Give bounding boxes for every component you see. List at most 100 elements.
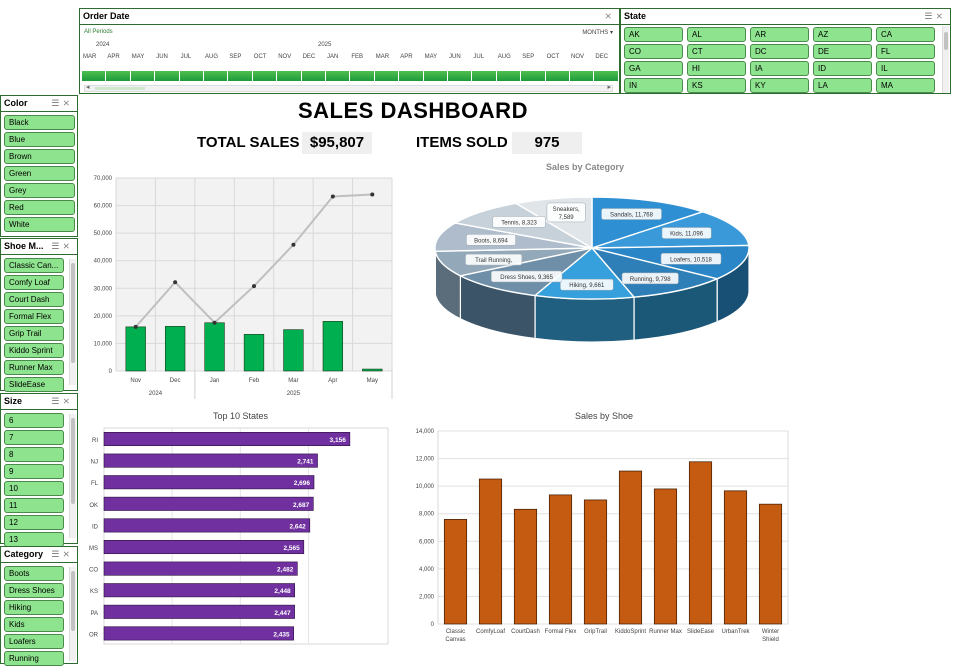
timeline-scrollbar[interactable]: ◂ ▸ bbox=[84, 84, 613, 92]
timeline-period-bar[interactable] bbox=[204, 71, 229, 81]
timeline-period-bar[interactable] bbox=[496, 71, 522, 81]
timeline-period-bar[interactable] bbox=[472, 71, 497, 81]
size-option-11[interactable]: 11 bbox=[4, 498, 64, 513]
clear-filter-icon[interactable]: ⨯ bbox=[935, 11, 946, 21]
timeline-period-bar[interactable] bbox=[545, 71, 570, 81]
color-option-white[interactable]: White bbox=[4, 217, 75, 232]
trend-point[interactable] bbox=[330, 194, 335, 199]
clear-filter-icon[interactable]: ⨯ bbox=[62, 241, 73, 251]
trend-point[interactable] bbox=[370, 192, 375, 197]
state-bar[interactable] bbox=[103, 604, 295, 619]
state-option-il[interactable]: IL bbox=[876, 61, 935, 76]
color-option-blue[interactable]: Blue bbox=[4, 132, 75, 147]
pie-slice-running[interactable] bbox=[590, 246, 720, 298]
timeline-period-bar[interactable] bbox=[570, 71, 595, 81]
size-option-8[interactable]: 8 bbox=[4, 447, 64, 462]
color-option-green[interactable]: Green bbox=[4, 166, 75, 181]
timeline-period-bar[interactable] bbox=[423, 71, 448, 81]
color-option-grey[interactable]: Grey bbox=[4, 183, 75, 198]
state-option-ks[interactable]: KS bbox=[687, 78, 746, 93]
state-scroll-thumb[interactable] bbox=[944, 32, 948, 50]
color-option-red[interactable]: Red bbox=[4, 200, 75, 215]
size-option-9[interactable]: 9 bbox=[4, 464, 64, 479]
shoe-model-option-comfy-loaf[interactable]: Comfy Loaf bbox=[4, 275, 64, 290]
size-option-6[interactable]: 6 bbox=[4, 413, 64, 428]
state-bar[interactable] bbox=[103, 540, 305, 555]
shoe-model-option-classic-can[interactable]: Classic Can... bbox=[4, 258, 64, 273]
timeline-period-bar[interactable] bbox=[374, 71, 400, 81]
shoe-model-option-kiddo-sprint[interactable]: Kiddo Sprint bbox=[4, 343, 64, 358]
monthly-sales-chart[interactable]: 0 10,000 20,000 30,000 40,000 50,000 60,000 70,… bbox=[84, 170, 394, 402]
color-option-black[interactable]: Black bbox=[4, 115, 75, 130]
monthly-sales-bar[interactable] bbox=[243, 334, 265, 372]
timeline-period-bar[interactable] bbox=[155, 71, 180, 81]
category-option-kids[interactable]: Kids bbox=[4, 617, 64, 632]
shoe-sales-bar[interactable] bbox=[618, 470, 643, 625]
state-option-ca[interactable]: CA bbox=[876, 27, 935, 42]
shoe-sales-bar[interactable] bbox=[443, 519, 468, 625]
state-option-de[interactable]: DE bbox=[813, 44, 872, 59]
shoe-sales-bar[interactable] bbox=[548, 494, 573, 625]
state-option-ar[interactable]: AR bbox=[750, 27, 809, 42]
timeline-period-bar[interactable] bbox=[179, 71, 204, 81]
timeline-period-bar[interactable] bbox=[594, 71, 619, 81]
multi-select-icon[interactable]: ☰ bbox=[51, 549, 63, 559]
shoe-sales-bar[interactable] bbox=[513, 508, 538, 625]
shoe-model-option-court-dash[interactable]: Court Dash bbox=[4, 292, 64, 307]
shoe-sales-bar[interactable] bbox=[758, 503, 783, 625]
clear-filter-icon[interactable]: ⨯ bbox=[62, 396, 73, 406]
timeline-period-bar[interactable] bbox=[301, 71, 326, 81]
shoe-sales-bar[interactable] bbox=[723, 490, 748, 625]
multi-select-icon[interactable]: ☰ bbox=[51, 98, 63, 108]
sales-by-shoe-chart[interactable]: 0 2,000 4,000 6,000 8,000 10,000 12,000 14,000 C… bbox=[410, 424, 792, 650]
timeline-period-bar[interactable] bbox=[326, 71, 351, 81]
timeline-period-bar[interactable] bbox=[106, 71, 131, 81]
state-option-hi[interactable]: HI bbox=[687, 61, 746, 76]
multi-select-icon[interactable]: ☰ bbox=[51, 241, 63, 251]
state-option-ga[interactable]: GA bbox=[624, 61, 683, 76]
monthly-sales-bar[interactable] bbox=[204, 322, 225, 372]
trend-point[interactable] bbox=[133, 324, 138, 329]
sales-by-category-chart[interactable]: Sandals, 11,768 Kids, 11,096 Loafers, 10,5… bbox=[430, 176, 750, 382]
state-bar[interactable] bbox=[103, 561, 298, 576]
shoe-sales-bar[interactable] bbox=[583, 499, 608, 625]
state-option-id[interactable]: ID bbox=[813, 61, 872, 76]
timeline-period-bar[interactable] bbox=[252, 71, 278, 81]
pie-slice-side[interactable] bbox=[534, 294, 635, 343]
state-bar[interactable] bbox=[103, 626, 294, 641]
monthly-sales-bar[interactable] bbox=[322, 321, 344, 372]
timeline-period-bar[interactable] bbox=[130, 71, 156, 81]
clear-filter-icon[interactable]: ⨯ bbox=[62, 549, 73, 559]
shoe-model-option-slideease[interactable]: SlideEase bbox=[4, 377, 64, 392]
state-option-az[interactable]: AZ bbox=[813, 27, 872, 42]
category-option-loafers[interactable]: Loafers bbox=[4, 634, 64, 649]
scroll-right-icon[interactable]: ▸ bbox=[607, 84, 611, 91]
state-scrollbar[interactable] bbox=[942, 26, 949, 93]
monthly-sales-bar[interactable] bbox=[362, 368, 383, 372]
clear-filter-icon[interactable]: ⨯ bbox=[604, 11, 615, 21]
timeline-period-bar[interactable] bbox=[228, 71, 253, 81]
state-bar[interactable] bbox=[103, 518, 311, 533]
timeline-period-bar[interactable] bbox=[521, 71, 546, 81]
state-option-dc[interactable]: DC bbox=[750, 44, 809, 59]
category-option-dress-shoes[interactable]: Dress Shoes bbox=[4, 583, 64, 598]
size-option-7[interactable]: 7 bbox=[4, 430, 64, 445]
state-option-ct[interactable]: CT bbox=[687, 44, 746, 59]
state-option-ky[interactable]: KY bbox=[750, 78, 809, 93]
category-option-running[interactable]: Running bbox=[4, 651, 64, 666]
shoe-model-option-grip-trail[interactable]: Grip Trail bbox=[4, 326, 64, 341]
timeline-unit-label[interactable]: MONTHS ▾ bbox=[582, 30, 613, 36]
color-option-brown[interactable]: Brown bbox=[4, 149, 75, 164]
state-bar[interactable] bbox=[103, 496, 314, 511]
category-scrollbar[interactable] bbox=[69, 567, 76, 661]
trend-point[interactable] bbox=[173, 280, 178, 285]
state-bar[interactable] bbox=[103, 453, 318, 468]
category-scroll-thumb[interactable] bbox=[71, 571, 75, 631]
timeline-period-bar[interactable] bbox=[277, 71, 302, 81]
clear-filter-icon[interactable]: ⨯ bbox=[62, 98, 73, 108]
monthly-sales-bar[interactable] bbox=[125, 326, 146, 372]
timeline-scroll-thumb[interactable] bbox=[95, 87, 145, 90]
state-option-co[interactable]: CO bbox=[624, 44, 683, 59]
shoe-model-option-formal-flex[interactable]: Formal Flex bbox=[4, 309, 64, 324]
top-states-chart[interactable]: 3,156 RI 2,741 NJ 2,696 FL 2,687 OK 2,642 ID 2,565… bbox=[84, 424, 390, 646]
